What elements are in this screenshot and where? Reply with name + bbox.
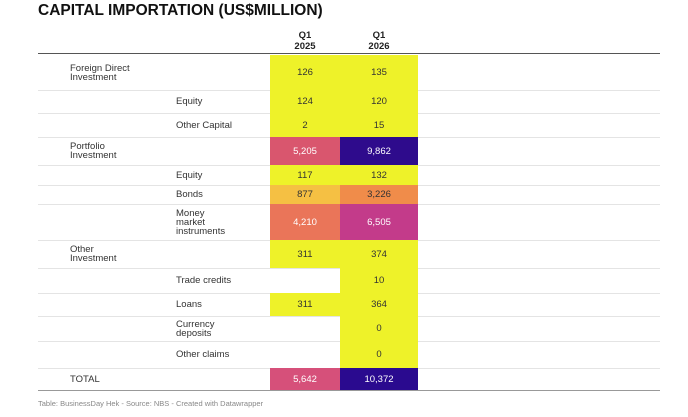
table-row: Equity 117 132 xyxy=(38,165,660,185)
table-row: Equity 124 120 xyxy=(38,90,660,113)
header-rule xyxy=(38,53,660,54)
row-label: Equity xyxy=(176,96,203,107)
value-cell: 3,226 xyxy=(340,185,418,204)
value-cell: 9,862 xyxy=(340,137,418,165)
table-row: Bonds 877 3,226 xyxy=(38,185,660,204)
row-label: Loans xyxy=(176,299,202,310)
value-cell: 10,372 xyxy=(340,368,418,390)
table-row: Other claims 0 xyxy=(38,341,660,368)
row-label: Currency deposits xyxy=(176,318,215,339)
value-cell: 126 xyxy=(270,55,340,90)
value-cell: 15 xyxy=(340,113,418,137)
column-header: Q1 2025 xyxy=(294,30,316,52)
value-cell: 374 xyxy=(340,240,418,268)
value-cell: 124 xyxy=(270,90,340,113)
row-label: Other Capital xyxy=(176,119,232,131)
row-label: Equity xyxy=(176,169,203,181)
value-cell: 135 xyxy=(340,55,418,90)
row-rule xyxy=(38,390,660,391)
value-cell: 2 xyxy=(270,113,340,137)
row-label: Foreign Direct Investment xyxy=(70,62,130,83)
table-row: Money market instruments 4,210 6,505 xyxy=(38,204,660,240)
row-label: Other Investment xyxy=(70,244,117,264)
value-cell: 5,205 xyxy=(270,137,340,165)
row-label: Trade credits xyxy=(176,275,232,286)
title: CAPITAL IMPORTATION (US$MILLION) xyxy=(38,2,323,19)
table-row: Loans 311 364 xyxy=(38,293,660,316)
column-header: Q1 2026 xyxy=(368,30,390,52)
table-row: Portfolio Investment 5,205 9,862 xyxy=(38,137,660,165)
value-cell: 5,642 xyxy=(270,368,340,390)
value-cell: 120 xyxy=(340,90,418,113)
value-cell: 4,210 xyxy=(270,204,340,240)
value-cell: 877 xyxy=(270,185,340,204)
table-row: Other Capital 2 15 xyxy=(38,113,660,137)
value-cell: 6,505 xyxy=(340,204,418,240)
value-cell: 132 xyxy=(340,165,418,185)
value-cell: 10 xyxy=(340,268,418,293)
table-row: Currency deposits 0 xyxy=(38,316,660,341)
table-row: Trade credits 10 xyxy=(38,268,660,293)
value-cell: 117 xyxy=(270,165,340,185)
value-cell: 0 xyxy=(340,316,418,341)
row-label: Portfolio Investment xyxy=(70,141,117,161)
value-cell: 364 xyxy=(340,293,418,316)
table-row: Foreign Direct Investment 126 135 xyxy=(38,55,660,90)
value-cell: 311 xyxy=(270,293,340,316)
table-row: TOTAL 5,642 10,372 xyxy=(38,368,660,390)
footer: Table: BusinessDay Hek - Source: NBS - C… xyxy=(38,399,264,408)
row-label: Bonds xyxy=(176,189,203,200)
row-label: TOTAL xyxy=(70,373,100,385)
row-label: Other claims xyxy=(176,349,230,360)
value-cell: 311 xyxy=(270,240,340,268)
row-label: Money market instruments xyxy=(176,207,226,237)
table-row: Other Investment 311 374 xyxy=(38,240,660,268)
value-cell: 0 xyxy=(340,341,418,368)
